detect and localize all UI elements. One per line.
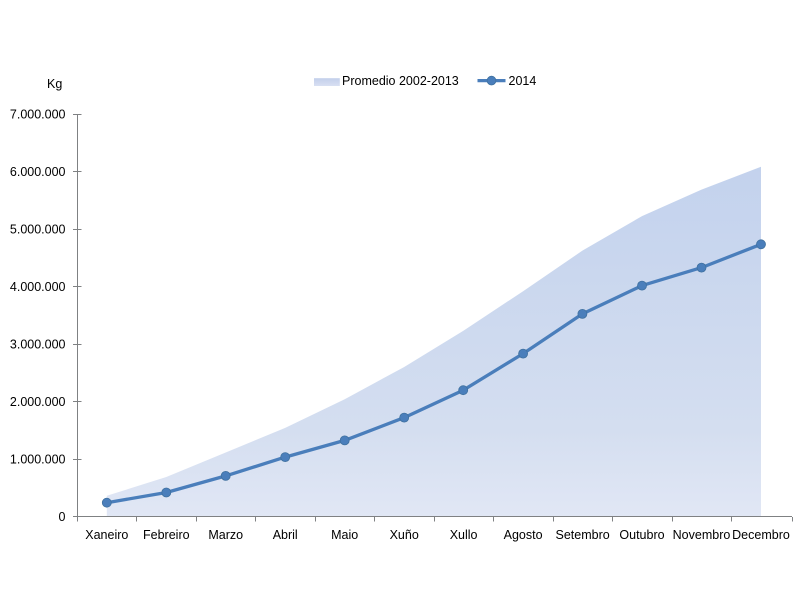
svg-text:4.000.000: 4.000.000 <box>10 280 66 294</box>
svg-text:Marzo: Marzo <box>208 528 243 542</box>
svg-text:Promedio 2002-2013: Promedio 2002-2013 <box>342 74 459 88</box>
svg-text:Maio: Maio <box>331 528 358 542</box>
svg-text:3.000.000: 3.000.000 <box>10 338 66 352</box>
svg-text:Decembro: Decembro <box>732 528 790 542</box>
svg-text:Xullo: Xullo <box>450 528 478 542</box>
svg-text:7.000.000: 7.000.000 <box>10 108 66 122</box>
svg-text:Xaneiro: Xaneiro <box>85 528 128 542</box>
svg-text:Abril: Abril <box>273 528 298 542</box>
svg-text:Outubro: Outubro <box>619 528 664 542</box>
svg-text:1.000.000: 1.000.000 <box>10 453 66 467</box>
svg-text:Setembro: Setembro <box>555 528 609 542</box>
svg-text:Febreiro: Febreiro <box>143 528 190 542</box>
svg-text:0: 0 <box>59 510 66 524</box>
svg-text:Novembro: Novembro <box>673 528 731 542</box>
svg-text:Kg: Kg <box>47 77 62 91</box>
svg-text:2014: 2014 <box>509 74 537 88</box>
svg-text:Agosto: Agosto <box>504 528 543 542</box>
svg-text:6.000.000: 6.000.000 <box>10 165 66 179</box>
svg-text:5.000.000: 5.000.000 <box>10 223 66 237</box>
svg-text:2.000.000: 2.000.000 <box>10 395 66 409</box>
svg-text:Xuño: Xuño <box>390 528 419 542</box>
